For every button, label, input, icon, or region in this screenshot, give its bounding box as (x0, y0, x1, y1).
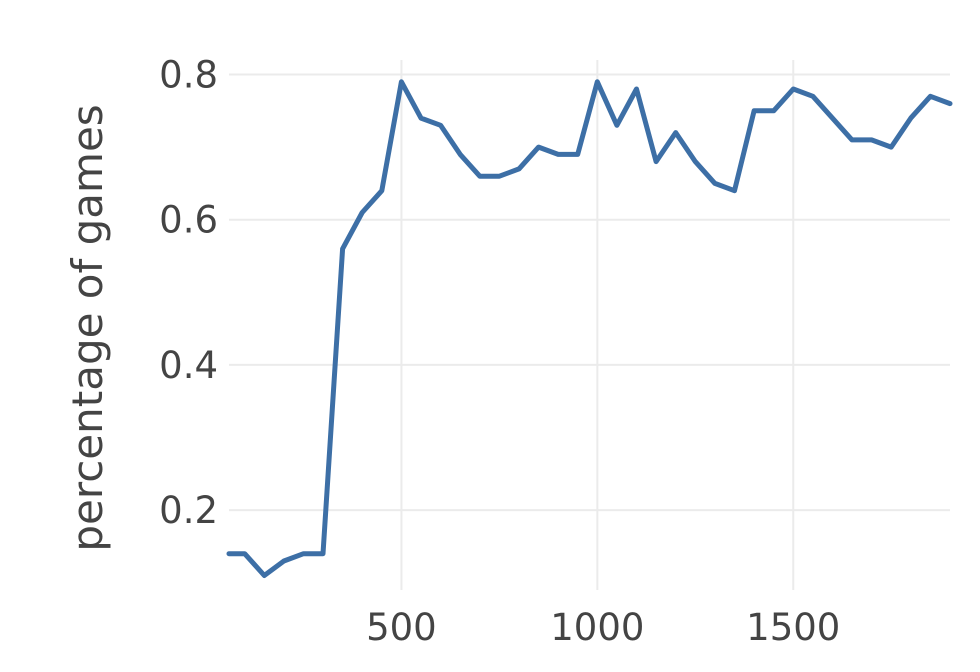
y-tick-label: 0.2 (159, 489, 218, 532)
y-tick-label: 0.4 (159, 344, 218, 387)
y-axis-title: percentage of games (63, 104, 112, 551)
series-line (226, 79, 953, 578)
y-axis-ticks: 0.2 0.4 0.6 0.8 (159, 54, 218, 533)
x-tick-label: 500 (366, 606, 437, 649)
x-tick-label: 1500 (746, 606, 840, 649)
y-tick-label: 0.6 (159, 199, 218, 242)
series-group (226, 79, 953, 578)
x-tick-label: 1000 (550, 606, 644, 649)
gridlines (229, 60, 950, 590)
x-axis-ticks: 500 1000 1500 (366, 606, 840, 649)
y-tick-label: 0.8 (159, 54, 218, 97)
